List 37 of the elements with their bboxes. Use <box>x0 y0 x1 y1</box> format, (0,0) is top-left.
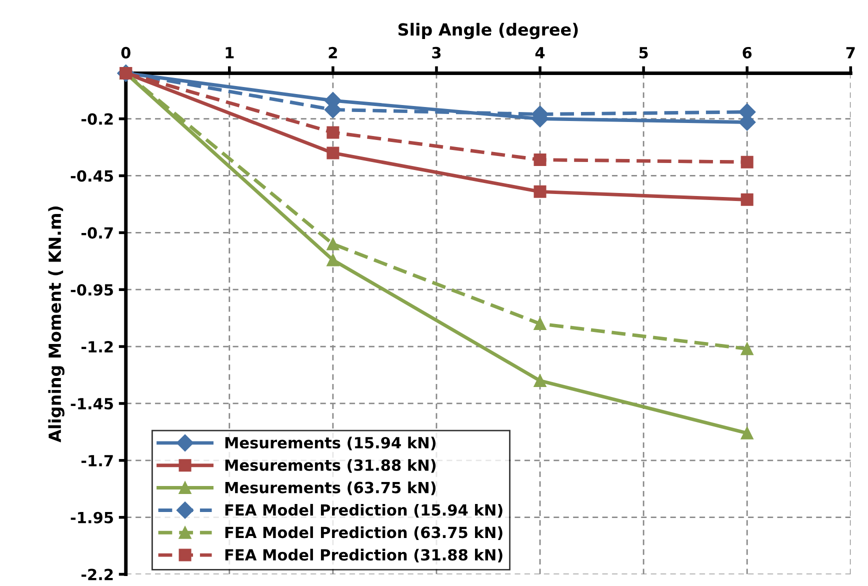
y-tick-label: -1.95 <box>70 512 113 524</box>
legend-label: Mesurements (31.88 kN) <box>225 459 436 473</box>
point <box>326 146 340 160</box>
x-tick-label: 3 <box>432 46 441 58</box>
y-tick-label: -0.7 <box>81 227 113 239</box>
y-axis-title: Aligning Moment ( KN.m) <box>48 206 64 442</box>
x-axis-title: Slip Angle (degree) <box>398 22 578 40</box>
y-tick-label: -1.2 <box>81 341 113 352</box>
legend-label: Mesurements (63.75 kN) <box>225 482 436 496</box>
y-tick-label: -1.7 <box>81 455 113 466</box>
y-tick-label: -0.95 <box>70 284 113 296</box>
y-tick-label: -0.45 <box>70 170 113 182</box>
point <box>326 238 340 250</box>
point <box>326 254 340 266</box>
x-tick-label: 5 <box>639 47 648 58</box>
point <box>534 154 546 166</box>
point <box>534 185 546 198</box>
point <box>740 156 754 168</box>
legend-label: FEA Model Prediction (63.75 kN) <box>225 526 502 540</box>
legend-label: FEA Model Prediction (15.94 kN) <box>225 504 502 518</box>
point <box>534 374 546 387</box>
point <box>740 193 754 206</box>
x-tick-label: 4 <box>535 47 545 58</box>
point <box>740 426 754 440</box>
legend-label: Mesurements (15.94 kN) <box>225 436 436 450</box>
x-tick-label: 7 <box>846 47 855 58</box>
legend-label: FEA Model Prediction (31.88 kN) <box>225 548 502 562</box>
y-tick-label: -0.2 <box>81 113 113 125</box>
x-tick-label: 0 <box>121 46 130 58</box>
point <box>740 342 754 356</box>
point <box>534 318 546 330</box>
y-tick-label: -2.2 <box>81 568 113 580</box>
point <box>326 126 340 139</box>
x-tick-label: 6 <box>742 46 752 58</box>
y-tick-label: -1.45 <box>70 398 113 410</box>
x-tick-label: 2 <box>328 46 337 58</box>
x-tick-label: 1 <box>226 47 234 58</box>
